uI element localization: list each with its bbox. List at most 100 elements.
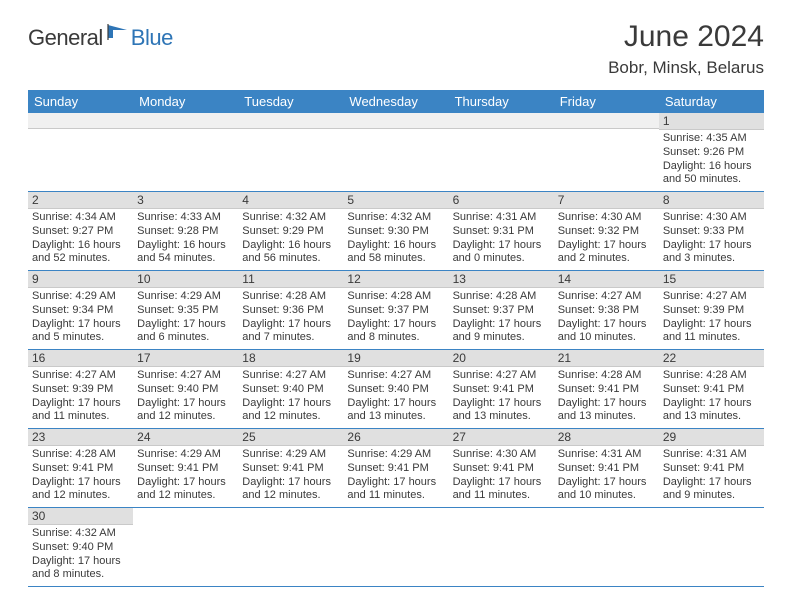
day-cell: 16Sunrise: 4:27 AMSunset: 9:39 PMDayligh… [28,350,133,429]
day-day1: Daylight: 17 hours [137,397,234,411]
day-number: 9 [28,271,133,288]
day-number: 7 [554,192,659,209]
title-block: June 2024 Bobr, Minsk, Belarus [608,20,764,78]
day-sunset: Sunset: 9:41 PM [453,462,550,476]
day-cell: 4Sunrise: 4:32 AMSunset: 9:29 PMDaylight… [238,192,343,271]
day-day2: and 8 minutes. [347,331,444,345]
day-number: 11 [238,271,343,288]
day-cell: 27Sunrise: 4:30 AMSunset: 9:41 PMDayligh… [449,429,554,508]
day-content: Sunrise: 4:32 AMSunset: 9:29 PMDaylight:… [238,209,343,270]
day-day2: and 50 minutes. [663,173,760,187]
day-day1: Daylight: 17 hours [242,397,339,411]
day-content: Sunrise: 4:28 AMSunset: 9:41 PMDaylight:… [554,367,659,428]
day-sunset: Sunset: 9:28 PM [137,225,234,239]
day-sunset: Sunset: 9:41 PM [663,383,760,397]
day-sunset: Sunset: 9:41 PM [558,462,655,476]
day-day1: Daylight: 16 hours [242,239,339,253]
day-sunrise: Sunrise: 4:28 AM [242,290,339,304]
day-sunset: Sunset: 9:40 PM [32,541,129,555]
week-row: 1Sunrise: 4:35 AMSunset: 9:26 PMDaylight… [28,113,764,192]
day-sunset: Sunset: 9:29 PM [242,225,339,239]
day-sunset: Sunset: 9:33 PM [663,225,760,239]
day-day2: and 12 minutes. [137,410,234,424]
day-sunset: Sunset: 9:40 PM [137,383,234,397]
day-content: Sunrise: 4:27 AMSunset: 9:41 PMDaylight:… [449,367,554,428]
day-cell: 17Sunrise: 4:27 AMSunset: 9:40 PMDayligh… [133,350,238,429]
day-sunrise: Sunrise: 4:27 AM [663,290,760,304]
day-content: Sunrise: 4:27 AMSunset: 9:38 PMDaylight:… [554,288,659,349]
day-day2: and 12 minutes. [137,489,234,503]
day-day2: and 11 minutes. [347,489,444,503]
empty-day-bar [133,113,238,129]
day-day1: Daylight: 17 hours [558,397,655,411]
day-sunrise: Sunrise: 4:27 AM [453,369,550,383]
day-content: Sunrise: 4:29 AMSunset: 9:41 PMDaylight:… [133,446,238,507]
day-number: 21 [554,350,659,367]
day-sunrise: Sunrise: 4:27 AM [32,369,129,383]
day-sunrise: Sunrise: 4:31 AM [663,448,760,462]
day-content: Sunrise: 4:29 AMSunset: 9:41 PMDaylight:… [343,446,448,507]
location: Bobr, Minsk, Belarus [608,58,764,78]
empty-cell [238,508,343,587]
day-cell: 23Sunrise: 4:28 AMSunset: 9:41 PMDayligh… [28,429,133,508]
day-day2: and 13 minutes. [663,410,760,424]
day-number: 20 [449,350,554,367]
day-cell: 21Sunrise: 4:28 AMSunset: 9:41 PMDayligh… [554,350,659,429]
day-day1: Daylight: 17 hours [663,318,760,332]
day-day2: and 3 minutes. [663,252,760,266]
weekday-header: Monday [133,90,238,113]
empty-cell [133,508,238,587]
day-day2: and 7 minutes. [242,331,339,345]
day-day1: Daylight: 17 hours [558,476,655,490]
day-day2: and 8 minutes. [32,568,129,582]
logo-text-blue: Blue [131,25,173,51]
day-sunrise: Sunrise: 4:27 AM [242,369,339,383]
day-sunrise: Sunrise: 4:27 AM [558,290,655,304]
day-sunset: Sunset: 9:41 PM [663,462,760,476]
day-day2: and 58 minutes. [347,252,444,266]
day-sunrise: Sunrise: 4:32 AM [347,211,444,225]
day-sunrise: Sunrise: 4:28 AM [558,369,655,383]
day-day2: and 11 minutes. [32,410,129,424]
day-number: 1 [659,113,764,130]
weekday-row: SundayMondayTuesdayWednesdayThursdayFrid… [28,90,764,113]
empty-cell [133,113,238,192]
day-day2: and 12 minutes. [32,489,129,503]
day-number: 12 [343,271,448,288]
day-sunset: Sunset: 9:40 PM [242,383,339,397]
day-day2: and 56 minutes. [242,252,339,266]
day-sunset: Sunset: 9:37 PM [347,304,444,318]
day-cell: 30Sunrise: 4:32 AMSunset: 9:40 PMDayligh… [28,508,133,587]
day-content: Sunrise: 4:28 AMSunset: 9:37 PMDaylight:… [343,288,448,349]
day-sunrise: Sunrise: 4:30 AM [663,211,760,225]
day-day2: and 2 minutes. [558,252,655,266]
day-sunrise: Sunrise: 4:30 AM [558,211,655,225]
day-cell: 28Sunrise: 4:31 AMSunset: 9:41 PMDayligh… [554,429,659,508]
weekday-header: Wednesday [343,90,448,113]
day-day2: and 5 minutes. [32,331,129,345]
day-content: Sunrise: 4:31 AMSunset: 9:41 PMDaylight:… [659,446,764,507]
day-day1: Daylight: 17 hours [32,397,129,411]
day-content: Sunrise: 4:30 AMSunset: 9:32 PMDaylight:… [554,209,659,270]
day-sunrise: Sunrise: 4:28 AM [453,290,550,304]
day-sunset: Sunset: 9:32 PM [558,225,655,239]
day-content: Sunrise: 4:28 AMSunset: 9:41 PMDaylight:… [659,367,764,428]
day-day1: Daylight: 16 hours [663,160,760,174]
day-content: Sunrise: 4:28 AMSunset: 9:41 PMDaylight:… [28,446,133,507]
day-sunrise: Sunrise: 4:29 AM [137,290,234,304]
empty-day-bar [28,113,133,129]
day-content: Sunrise: 4:32 AMSunset: 9:30 PMDaylight:… [343,209,448,270]
day-number: 6 [449,192,554,209]
day-number: 17 [133,350,238,367]
day-cell: 5Sunrise: 4:32 AMSunset: 9:30 PMDaylight… [343,192,448,271]
day-day2: and 9 minutes. [663,489,760,503]
day-content: Sunrise: 4:29 AMSunset: 9:34 PMDaylight:… [28,288,133,349]
day-day1: Daylight: 17 hours [453,318,550,332]
day-day2: and 11 minutes. [663,331,760,345]
day-content: Sunrise: 4:32 AMSunset: 9:40 PMDaylight:… [28,525,133,586]
day-sunset: Sunset: 9:39 PM [663,304,760,318]
day-day1: Daylight: 17 hours [32,476,129,490]
day-day1: Daylight: 17 hours [347,318,444,332]
logo-text-general: General [28,25,103,51]
week-row: 23Sunrise: 4:28 AMSunset: 9:41 PMDayligh… [28,429,764,508]
